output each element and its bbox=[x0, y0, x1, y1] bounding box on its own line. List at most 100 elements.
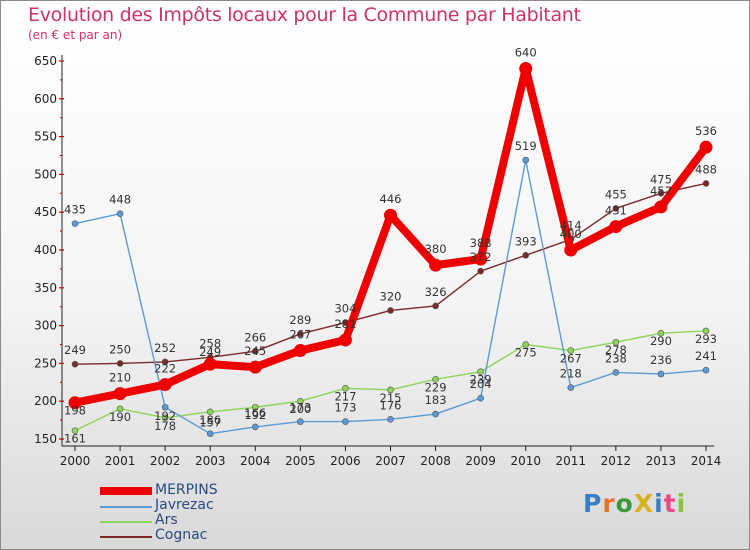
data-point-javrezac bbox=[702, 366, 710, 374]
data-point-javrezac bbox=[206, 430, 214, 438]
data-label-cognac: 252 bbox=[154, 341, 176, 355]
data-label-cognac: 393 bbox=[515, 234, 537, 248]
x-tick-label: 2000 bbox=[60, 454, 91, 468]
x-tick-label: 2003 bbox=[195, 454, 226, 468]
legend-swatch-javrezac bbox=[100, 506, 152, 508]
data-point-javrezac bbox=[342, 418, 349, 425]
y-tick-label: 200 bbox=[34, 394, 57, 408]
x-tick-label: 2009 bbox=[465, 454, 496, 468]
data-point-cognac bbox=[251, 348, 259, 355]
data-label-merpins: 210 bbox=[109, 371, 131, 385]
data-label-merpins: 388 bbox=[470, 236, 492, 250]
data-point-javrezac bbox=[657, 370, 665, 378]
data-label-javrezac: 519 bbox=[515, 139, 537, 153]
y-tick-label: 500 bbox=[34, 167, 57, 181]
data-label-cognac: 289 bbox=[289, 313, 311, 327]
data-label-cognac: 249 bbox=[64, 343, 86, 357]
data-label-merpins: 640 bbox=[515, 46, 537, 60]
data-point-cognac bbox=[387, 307, 394, 314]
data-label-javrezac: 218 bbox=[560, 367, 582, 381]
y-tick-label: 650 bbox=[34, 54, 57, 68]
x-tick-label: 2014 bbox=[691, 454, 722, 468]
y-tick-label: 600 bbox=[34, 92, 57, 106]
data-label-ars: 186 bbox=[199, 413, 221, 427]
data-point-merpins bbox=[338, 333, 352, 347]
data-label-ars: 217 bbox=[334, 389, 356, 403]
data-label-javrezac: 173 bbox=[289, 401, 311, 415]
x-tick-label: 2013 bbox=[646, 454, 677, 468]
legend-label-javrezac: Javrezac bbox=[155, 497, 214, 513]
data-point-cognac bbox=[297, 330, 304, 338]
data-label-ars: 178 bbox=[154, 419, 176, 433]
data-point-cognac bbox=[71, 360, 79, 368]
data-point-javrezac bbox=[432, 410, 439, 418]
x-tick-label: 2004 bbox=[240, 454, 271, 468]
data-point-javrezac bbox=[251, 423, 259, 431]
data-point-merpins bbox=[293, 344, 307, 358]
data-label-merpins: 457 bbox=[650, 184, 672, 198]
legend-label-cognac: Cognac bbox=[155, 527, 208, 543]
data-point-ars bbox=[297, 397, 304, 405]
data-point-ars bbox=[567, 347, 575, 354]
data-label-cognac: 455 bbox=[605, 187, 627, 201]
data-point-merpins bbox=[248, 360, 262, 374]
data-label-javrezac: 204 bbox=[470, 377, 492, 391]
legend-swatch-ars bbox=[100, 521, 152, 523]
x-tick-label: 2006 bbox=[330, 454, 361, 468]
y-tick-label: 400 bbox=[34, 243, 57, 257]
data-label-ars: 229 bbox=[425, 380, 447, 394]
y-tick-label: 150 bbox=[34, 432, 57, 446]
data-point-merpins bbox=[609, 220, 623, 234]
data-label-javrezac: 238 bbox=[605, 351, 627, 365]
x-tick-label: 2008 bbox=[420, 454, 451, 468]
legend-swatch-merpins bbox=[100, 487, 152, 495]
data-point-javrezac bbox=[116, 210, 124, 218]
data-point-ars bbox=[612, 338, 620, 346]
data-point-ars bbox=[522, 341, 530, 348]
data-label-cognac: 320 bbox=[380, 289, 402, 303]
data-point-cognac bbox=[432, 302, 439, 310]
data-label-javrezac: 448 bbox=[109, 193, 131, 207]
data-point-ars bbox=[387, 386, 394, 394]
data-point-cognac bbox=[657, 190, 665, 197]
x-tick-label: 2010 bbox=[510, 454, 541, 468]
data-point-cognac bbox=[522, 251, 530, 259]
data-point-javrezac bbox=[522, 156, 530, 164]
data-label-merpins: 198 bbox=[64, 404, 86, 418]
data-label-cognac: 258 bbox=[199, 336, 221, 350]
data-label-ars: 190 bbox=[109, 410, 131, 424]
data-point-merpins bbox=[384, 208, 397, 222]
data-point-ars bbox=[206, 408, 214, 416]
data-label-ars: 278 bbox=[605, 343, 627, 357]
data-label-merpins: 249 bbox=[199, 345, 221, 359]
data-point-merpins bbox=[203, 357, 217, 371]
data-label-ars: 200 bbox=[289, 402, 311, 416]
data-point-ars bbox=[657, 329, 665, 337]
data-label-merpins: 400 bbox=[560, 227, 582, 241]
data-label-merpins: 446 bbox=[380, 192, 402, 206]
data-point-merpins bbox=[158, 378, 172, 392]
data-point-merpins bbox=[429, 258, 443, 272]
data-point-javrezac bbox=[297, 418, 304, 425]
data-label-javrezac: 241 bbox=[695, 349, 717, 363]
data-point-merpins bbox=[68, 396, 82, 410]
data-point-javrezac bbox=[567, 384, 575, 391]
legend-swatch-cognac bbox=[100, 536, 152, 538]
data-point-javrezac bbox=[477, 394, 484, 402]
data-label-ars: 275 bbox=[515, 346, 537, 360]
y-tick-label: 450 bbox=[34, 205, 57, 219]
data-label-javrezac: 173 bbox=[334, 401, 356, 415]
data-point-merpins bbox=[113, 387, 127, 401]
data-label-javrezac: 176 bbox=[380, 398, 402, 412]
y-tick-label: 550 bbox=[34, 130, 57, 144]
data-point-javrezac bbox=[387, 416, 394, 423]
data-label-cognac: 304 bbox=[334, 302, 356, 316]
data-label-cognac: 488 bbox=[695, 162, 717, 176]
data-point-cognac bbox=[116, 360, 124, 367]
data-label-cognac: 250 bbox=[109, 342, 131, 356]
data-label-ars: 239 bbox=[470, 373, 492, 387]
data-label-merpins: 281 bbox=[334, 317, 356, 331]
data-point-cognac bbox=[161, 358, 169, 366]
